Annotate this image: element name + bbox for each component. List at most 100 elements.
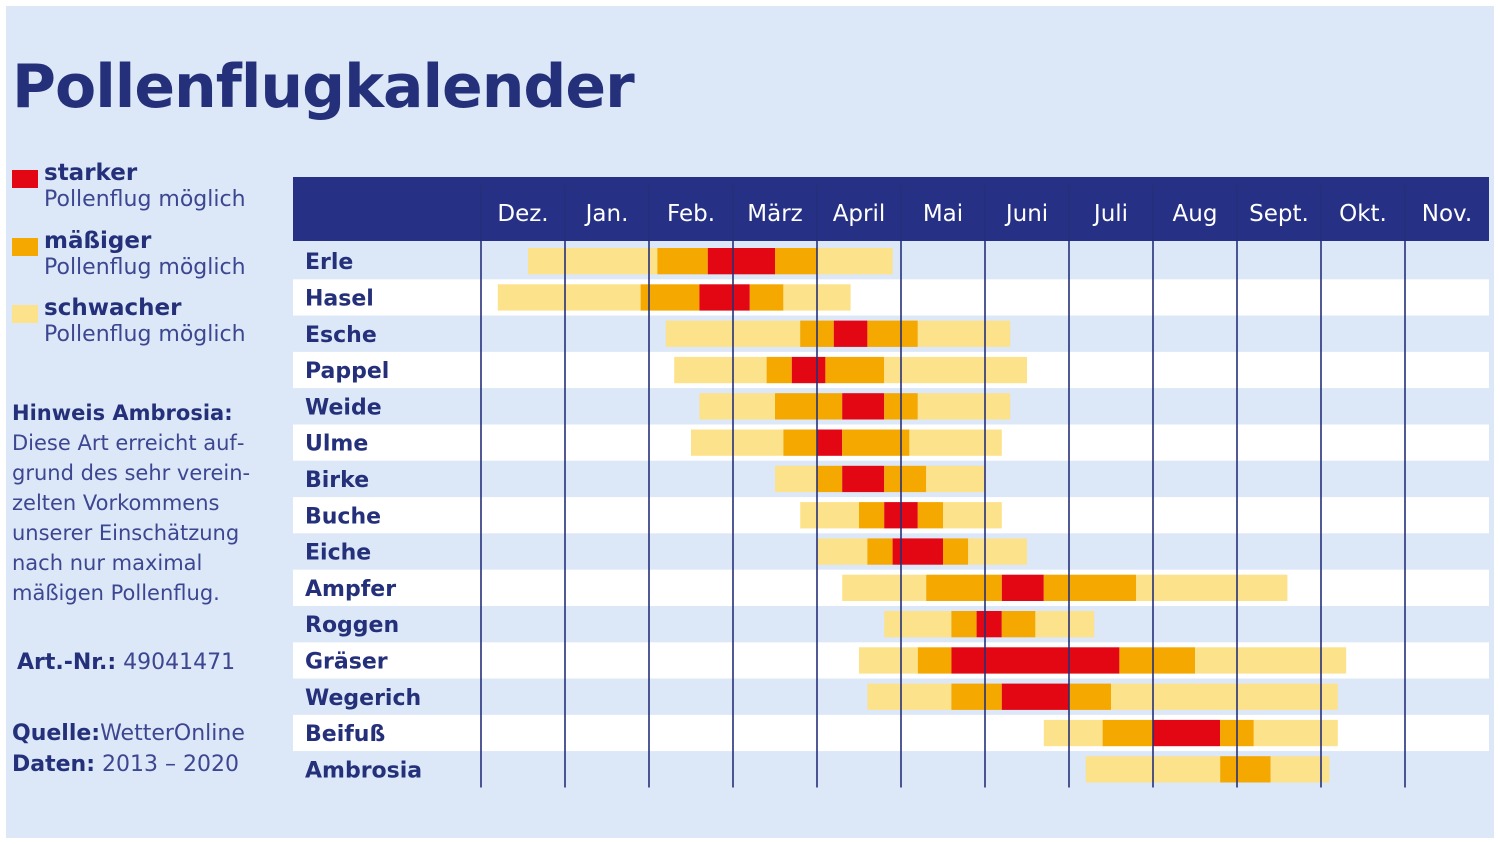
bar-weak: [674, 356, 767, 384]
bar-moderate: [917, 502, 943, 529]
bar-moderate: [817, 465, 843, 493]
hint-text: Diese Art erreicht auf­grund des sehr ve…: [12, 431, 251, 605]
bar-moderate: [867, 320, 918, 347]
plant-label: Wegerich: [305, 686, 421, 711]
bar-weak: [1270, 756, 1330, 783]
month-label: Nov.: [1422, 201, 1472, 227]
legend-swatch-strong: [12, 170, 38, 188]
bar-strong: [976, 611, 1002, 638]
month-label: Juni: [1004, 201, 1048, 227]
bar-moderate: [775, 393, 843, 420]
month-label: April: [833, 201, 886, 227]
bar-weak: [943, 502, 1002, 529]
plant-label: Erle: [305, 250, 353, 275]
page-title: Pollenflugkalender: [12, 52, 635, 122]
bar-weak: [817, 538, 868, 565]
legend-label-moderate: mäßiger: [44, 228, 152, 254]
bar-moderate: [1069, 683, 1111, 710]
bar-weak: [968, 538, 1027, 565]
bar-moderate: [1119, 647, 1195, 674]
bar-weak: [775, 465, 817, 493]
bar-strong: [842, 393, 885, 420]
bar-weak: [884, 611, 952, 638]
plant-label: Ulme: [305, 432, 368, 457]
ambrosia-hint: Hinweis Ambrosia: Diese Art erreicht auf…: [12, 398, 262, 608]
bar-strong: [842, 465, 885, 493]
plant-label: Beifuß: [305, 722, 385, 747]
legend-swatch-moderate: [12, 238, 38, 256]
plant-label: Ambrosia: [305, 758, 422, 783]
data-period-line: Daten: 2013 – 2020: [12, 752, 239, 777]
article-value: 49041471: [123, 650, 236, 675]
bar-weak: [917, 393, 1011, 420]
legend-label-weak: schwacher: [44, 295, 182, 321]
bar-weak: [909, 429, 1002, 456]
month-label: Mai: [923, 201, 963, 227]
article-number: Art.-Nr.: 49041471: [17, 650, 235, 675]
month-label: Aug: [1173, 201, 1218, 227]
bar-moderate: [867, 538, 893, 565]
bar-moderate: [775, 248, 817, 275]
bar-weak: [1136, 574, 1288, 601]
bar-moderate: [640, 284, 700, 311]
bar-weak: [691, 429, 784, 456]
hint-title: Hinweis Ambrosia:: [12, 401, 233, 425]
article-label: Art.-Nr.:: [17, 650, 117, 675]
bar-strong: [707, 248, 775, 275]
bar-weak: [859, 647, 918, 674]
bar-weak: [800, 502, 859, 529]
bar-weak: [1043, 719, 1103, 747]
month-label: Jan.: [584, 201, 629, 227]
plant-label: Gräser: [305, 649, 388, 674]
bar-moderate: [1102, 719, 1153, 747]
bar-moderate: [1043, 574, 1137, 601]
bar-weak: [497, 284, 641, 311]
bar-weak: [1111, 683, 1338, 710]
month-label: Sept.: [1249, 201, 1309, 227]
bar-moderate: [951, 611, 977, 638]
plant-label: Hasel: [305, 286, 374, 311]
plant-label: Pappel: [305, 359, 389, 384]
bar-weak: [699, 393, 775, 420]
bar-weak: [917, 320, 1011, 347]
legend-label-strong: starker: [44, 160, 138, 186]
plant-label: Buche: [305, 504, 381, 529]
bar-weak: [926, 465, 985, 493]
legend-sub-moderate: Pollenflug möglich: [44, 255, 246, 280]
plant-label: Weide: [305, 395, 382, 420]
source-value: WetterOnline: [100, 721, 245, 746]
bar-moderate: [749, 284, 784, 311]
plant-label: Birke: [305, 468, 369, 493]
bar-moderate: [884, 465, 927, 493]
bar-strong: [833, 320, 868, 347]
bar-strong: [791, 356, 826, 384]
row-background: [293, 279, 1489, 316]
bar-moderate: [1220, 756, 1271, 783]
bar-strong: [892, 538, 943, 565]
bar-weak: [842, 574, 927, 601]
month-label: Dez.: [497, 201, 548, 227]
bar-moderate: [783, 429, 817, 456]
plant-label: Roggen: [305, 613, 399, 638]
bar-weak: [1195, 647, 1347, 674]
bar-strong: [699, 284, 750, 311]
bar-moderate: [926, 574, 1002, 601]
bar-moderate: [1001, 611, 1036, 638]
bar-weak: [1253, 719, 1338, 747]
bar-moderate: [951, 683, 1002, 710]
chart-header: [293, 177, 1489, 241]
data-period-label: Daten:: [12, 752, 96, 777]
bar-weak: [1035, 611, 1095, 638]
bar-moderate: [657, 248, 708, 275]
bar-strong: [817, 429, 843, 456]
bar-strong: [1153, 719, 1221, 747]
month-label: März: [747, 201, 802, 227]
plant-label: Esche: [305, 323, 377, 348]
data-period-value: 2013 – 2020: [102, 752, 239, 777]
bar-moderate: [943, 538, 969, 565]
bar-strong: [951, 647, 1120, 674]
bar-moderate: [842, 429, 910, 456]
legend-sub-strong: Pollenflug möglich: [44, 187, 246, 212]
month-label: Feb.: [667, 201, 715, 227]
